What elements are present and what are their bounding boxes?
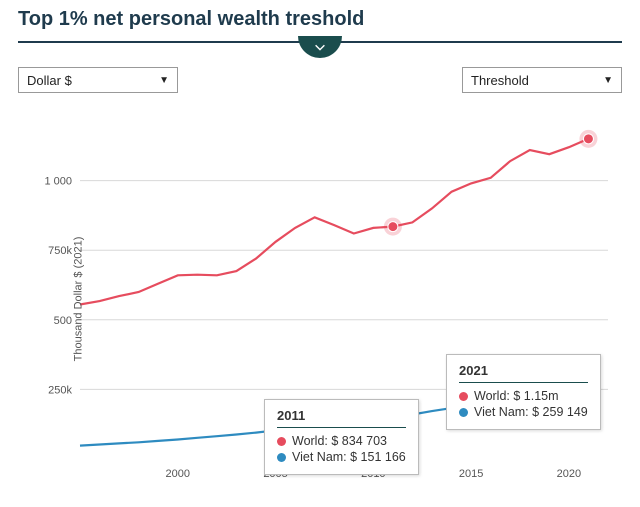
tooltip-2011: 2011 World: $ 834 703 Viet Nam: $ 151 166 [264,399,419,475]
tooltip-value: World: $ 1.15m [474,389,559,403]
chevron-down-icon: ▼ [159,75,169,86]
tooltip-row: Viet Nam: $ 259 149 [459,405,588,419]
tooltip-value: World: $ 834 703 [292,434,387,448]
svg-text:2020: 2020 [557,468,581,480]
metric-select[interactable]: Threshold ▼ [462,67,622,93]
tooltip-value: Viet Nam: $ 151 166 [292,450,406,464]
series-color-dot [459,408,468,417]
tooltip-row: World: $ 1.15m [459,389,588,403]
controls-row: Dollar $ ▼ Threshold ▼ [18,67,622,93]
tooltip-year: 2021 [459,363,588,383]
y-axis-label: Thousand Dollar $ (2021) [72,237,84,362]
svg-text:2000: 2000 [166,468,190,480]
tooltip-year: 2011 [277,408,406,428]
metric-select-label: Threshold [471,73,529,88]
chart-area: Thousand Dollar $ (2021) 250k 500 750k 1 00… [24,99,622,499]
expand-notch[interactable] [298,36,342,58]
series-color-dot [459,392,468,401]
tooltip-row: World: $ 834 703 [277,434,406,448]
tooltip-row: Viet Nam: $ 151 166 [277,450,406,464]
tooltip-2021: 2021 World: $ 1.15m Viet Nam: $ 259 149 [446,354,601,430]
svg-text:250k: 250k [48,384,72,396]
svg-text:750k: 750k [48,245,72,257]
currency-select[interactable]: Dollar $ ▼ [18,67,178,93]
currency-select-label: Dollar $ [27,73,72,88]
svg-text:2015: 2015 [459,468,483,480]
series-world [80,139,588,305]
svg-text:500: 500 [54,315,72,327]
series-color-dot [277,437,286,446]
tooltip-value: Viet Nam: $ 259 149 [474,405,588,419]
series-color-dot [277,453,286,462]
svg-text:1 000: 1 000 [44,176,72,188]
chevron-down-icon: ▼ [603,75,613,86]
